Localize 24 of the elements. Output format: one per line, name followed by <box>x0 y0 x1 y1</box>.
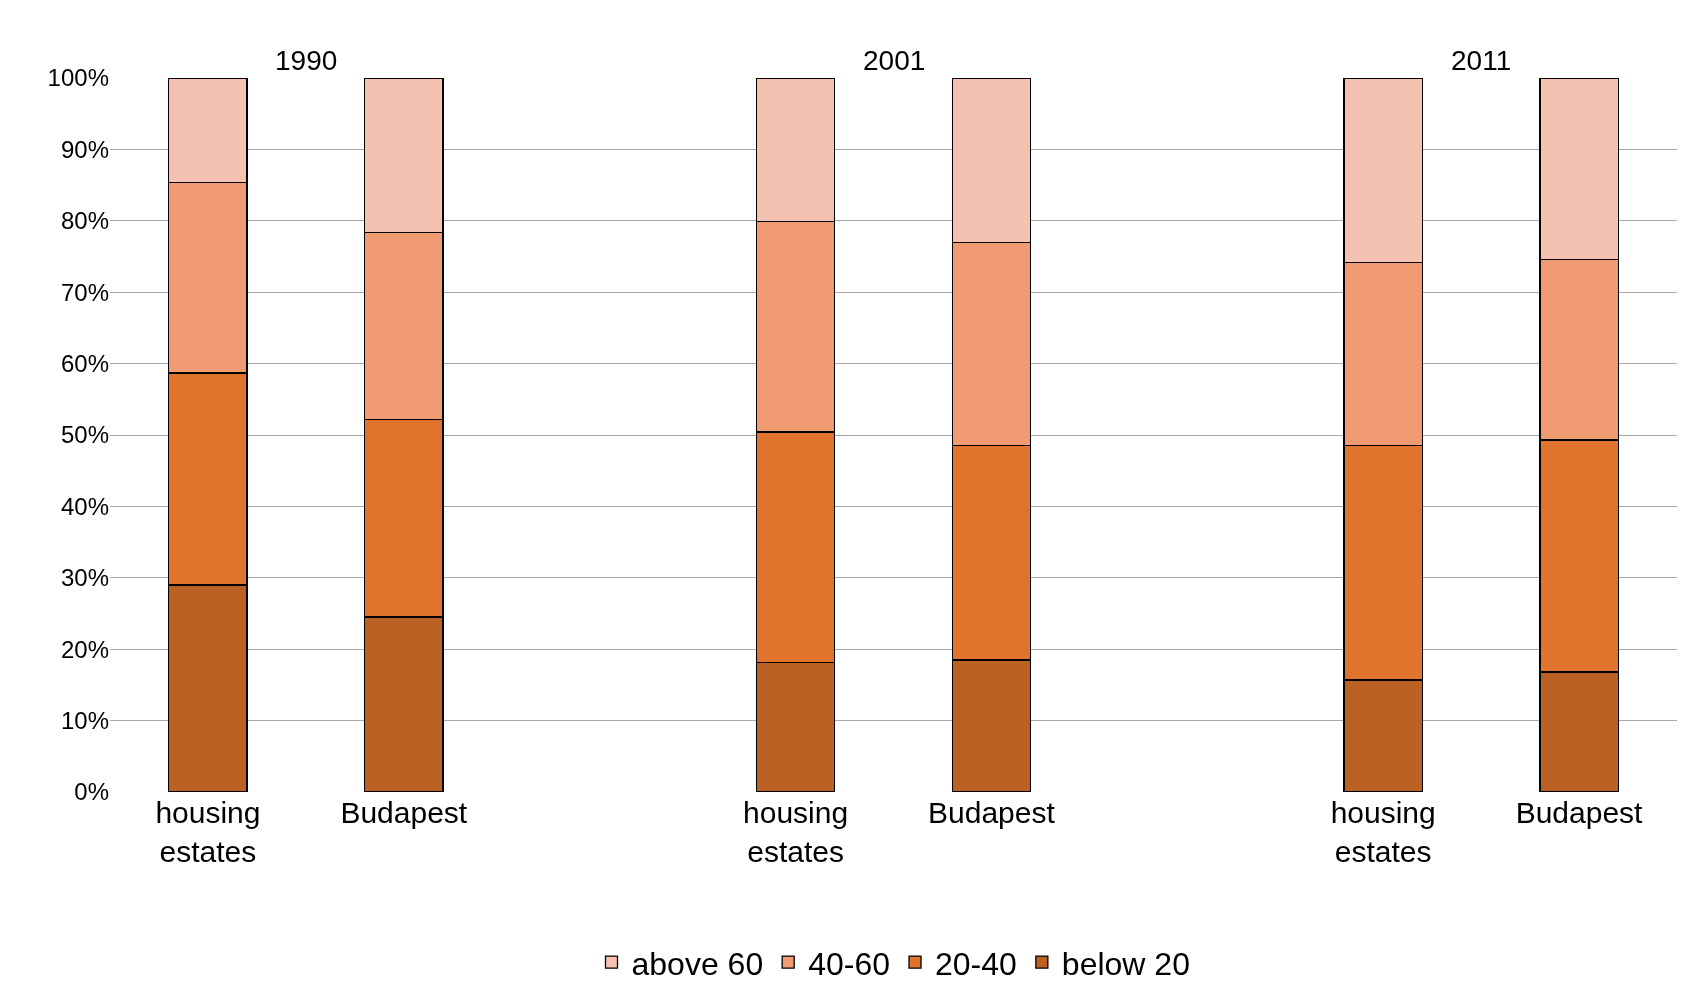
x-tick-label: Budapest <box>1515 796 1644 829</box>
x-tick-label: Budapest <box>340 796 468 829</box>
y-tick-label: 30% <box>60 564 109 592</box>
y-tick-label: 50% <box>60 421 109 449</box>
legend-label: above 60 <box>631 945 764 982</box>
legend-label: 20-40 <box>935 945 1017 982</box>
y-tick-label: 40% <box>60 492 109 520</box>
text: 2001 <box>863 45 926 76</box>
x-tick-label: housing estates <box>1330 796 1436 868</box>
y-tick-label: 70% <box>60 278 109 306</box>
text: 2011 <box>1451 45 1512 76</box>
x-tick-label: housing estates <box>155 796 261 868</box>
y-tick-label: 0% <box>74 778 109 806</box>
y-tick-label: 60% <box>60 350 109 377</box>
y-tick-label: 80% <box>60 207 109 235</box>
y-tick-label: 90% <box>60 135 109 163</box>
x-tick-label: housing estates <box>743 796 849 868</box>
text: 1990 <box>275 45 338 76</box>
y-tick-label: 10% <box>60 707 109 734</box>
x-tick-label: Budapest <box>928 796 1056 829</box>
legend-label: 40-60 <box>808 945 891 982</box>
y-tick-label: 100% <box>47 64 109 92</box>
legend-label: below 20 <box>1061 945 1190 982</box>
y-tick-label: 20% <box>60 635 109 663</box>
